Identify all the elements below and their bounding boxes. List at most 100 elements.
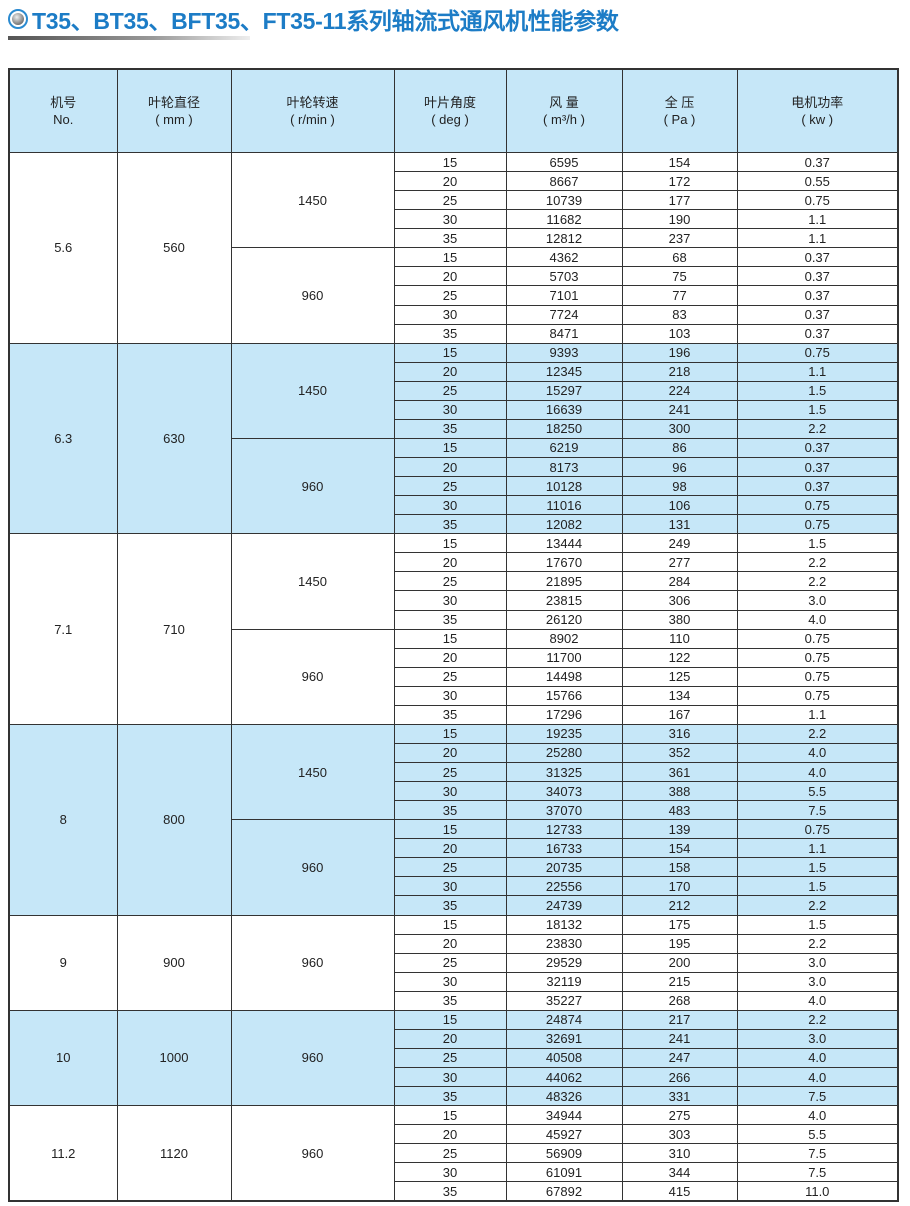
cell-blade-angle: 15 — [393, 342, 507, 363]
cell-total-pressure: 331 — [621, 1086, 738, 1107]
header-label: 风 量 — [549, 95, 579, 110]
table-row: 30 32119 215 3.0 — [9, 971, 899, 992]
header-label: 电机功率 — [791, 95, 844, 110]
cell-air-volume: 10739 — [505, 190, 623, 211]
cell-air-volume: 12082 — [505, 514, 623, 535]
cell-motor-power: 2.2 — [736, 895, 899, 916]
cell-total-pressure: 200 — [621, 952, 738, 973]
cell-total-pressure: 154 — [621, 151, 738, 173]
table-row: 25 56909 310 7.5 — [9, 1143, 899, 1164]
cell-blade-angle: 30 — [393, 1162, 507, 1183]
table-row: 960 15 12733 139 0.75 — [9, 819, 899, 916]
cell-motor-power: 0.55 — [736, 171, 899, 192]
cell-total-pressure: 268 — [621, 990, 738, 1011]
cell-total-pressure: 215 — [621, 971, 738, 992]
cell-blade-angle: 15 — [393, 151, 507, 173]
table-row: 11.2 1120 960 15 34944 275 4.0 — [8, 1105, 899, 1202]
cell-air-volume: 35227 — [505, 990, 623, 1011]
header-label: 叶轮直径 — [147, 95, 200, 110]
cell-air-volume: 34073 — [505, 781, 623, 802]
cell-impeller-diameter: 710 — [116, 533, 232, 725]
cell-total-pressure: 300 — [621, 418, 738, 439]
header-unit: ( kw ) — [801, 112, 834, 127]
cell-total-pressure: 361 — [621, 761, 738, 783]
cell-total-pressure: 134 — [621, 685, 738, 706]
cell-blade-angle: 25 — [393, 761, 507, 783]
cell-total-pressure: 139 — [621, 819, 738, 840]
cell-total-pressure: 154 — [621, 838, 738, 859]
cell-blade-angle: 35 — [393, 418, 507, 439]
header-impeller-speed: 叶轮转速 ( r/min ) — [230, 68, 395, 153]
cell-air-volume: 23815 — [505, 590, 623, 611]
cell-motor-power: 0.37 — [736, 437, 899, 459]
cell-motor-power: 0.37 — [736, 476, 899, 497]
cell-blade-angle: 30 — [393, 1066, 507, 1088]
cell-motor-power: 1.5 — [736, 857, 899, 878]
cell-blade-angle: 30 — [393, 209, 507, 230]
cell-total-pressure: 175 — [621, 914, 738, 935]
header-unit: No. — [53, 112, 74, 127]
header-unit: ( r/min ) — [290, 112, 335, 127]
cell-motor-power: 5.5 — [736, 1124, 899, 1145]
table-row: 20 16733 154 1.1 — [9, 838, 899, 859]
cell-total-pressure: 344 — [621, 1162, 738, 1183]
cell-total-pressure: 275 — [621, 1105, 738, 1126]
cell-motor-power: 0.75 — [736, 647, 899, 668]
table-row: 6.3 630 1450 15 9393 196 0.75 — [8, 342, 899, 535]
cell-impeller-diameter: 900 — [116, 914, 232, 1011]
cell-air-volume: 14498 — [505, 666, 623, 687]
cell-motor-power: 4.0 — [736, 990, 899, 1011]
cell-motor-power: 2.2 — [736, 418, 899, 439]
table-row: 5.6 560 1450 15 6595 154 0.37 — [8, 151, 899, 344]
cell-blade-angle: 20 — [393, 266, 507, 287]
table-row: 30 61091 344 7.5 — [9, 1162, 899, 1183]
cell-air-volume: 6595 — [505, 151, 623, 173]
cell-model-no: 10 — [8, 1009, 118, 1107]
cell-total-pressure: 83 — [621, 304, 738, 325]
header-blade-angle: 叶片角度 ( deg ) — [393, 68, 507, 153]
cell-motor-power: 1.1 — [736, 361, 899, 382]
table-row: 35 18250 300 2.2 — [9, 418, 899, 439]
cell-motor-power: 0.37 — [736, 247, 899, 268]
header-model-no: 机号 No. — [8, 68, 118, 153]
header-label: 叶轮转速 — [286, 95, 339, 110]
cell-impeller-diameter: 1120 — [116, 1105, 232, 1202]
table-row: 960 15 6219 86 0.37 — [9, 437, 899, 535]
table-row: 25 29529 200 3.0 — [9, 952, 899, 973]
cell-total-pressure: 352 — [621, 742, 738, 764]
cell-total-pressure: 172 — [621, 171, 738, 192]
cell-total-pressure: 110 — [621, 628, 738, 649]
cell-motor-power: 7.5 — [736, 800, 899, 821]
cell-motor-power: 2.2 — [736, 1009, 899, 1030]
cell-total-pressure: 86 — [621, 437, 738, 459]
cell-total-pressure: 212 — [621, 895, 738, 916]
cell-motor-power: 1.5 — [736, 399, 899, 420]
cell-impeller-diameter: 630 — [116, 342, 232, 535]
cell-motor-power: 0.75 — [736, 819, 899, 840]
cell-motor-power: 4.0 — [736, 742, 899, 764]
cell-blade-angle: 15 — [393, 1009, 507, 1030]
cell-blade-angle: 15 — [393, 723, 507, 744]
cell-total-pressure: 190 — [621, 209, 738, 230]
cell-blade-angle: 30 — [393, 399, 507, 420]
cell-motor-power: 2.2 — [736, 933, 899, 954]
cell-impeller-speed: 960 — [230, 914, 395, 1011]
cell-air-volume: 8471 — [505, 323, 623, 344]
header-label: 机号 — [50, 95, 77, 110]
cell-blade-angle: 35 — [393, 514, 507, 535]
header-total-pressure: 全 压 ( Pa ) — [621, 68, 738, 153]
cell-motor-power: 0.75 — [736, 628, 899, 649]
cell-total-pressure: 483 — [621, 800, 738, 821]
cell-blade-angle: 20 — [393, 361, 507, 382]
table-row: 35 12812 237 1.1 — [9, 228, 899, 249]
cell-motor-power: 7.5 — [736, 1143, 899, 1164]
cell-motor-power: 3.0 — [736, 590, 899, 611]
cell-impeller-diameter: 1000 — [116, 1009, 232, 1107]
cell-blade-angle: 20 — [393, 1028, 507, 1049]
cell-air-volume: 8667 — [505, 171, 623, 192]
cell-blade-angle: 35 — [393, 1086, 507, 1107]
table-header-row: 机号 No. 叶轮直径 ( mm ) 叶轮转速 ( r/min ) 叶片角度 ( deg ) 风… — [8, 68, 899, 153]
cell-blade-angle: 35 — [393, 704, 507, 725]
cell-blade-angle: 25 — [393, 571, 507, 592]
table-row: 20 12345 218 1.1 — [9, 361, 899, 382]
